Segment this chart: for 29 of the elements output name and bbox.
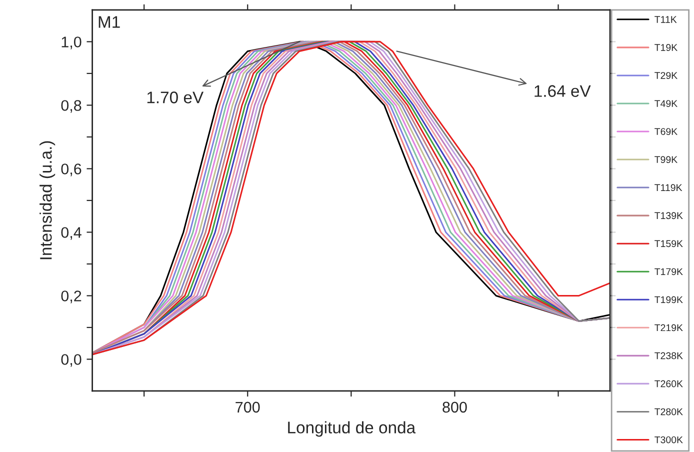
legend-label: T29K xyxy=(654,72,678,79)
y-tick-label: 0,6 xyxy=(61,164,82,176)
legend-label: T69K xyxy=(654,128,678,136)
legend-label: T300K xyxy=(654,436,683,444)
legend-label: T280K xyxy=(654,408,683,416)
y-tick-label: 0,4 xyxy=(61,227,82,240)
legend-label: T238K xyxy=(654,352,683,360)
legend-label: T199K xyxy=(654,296,683,304)
x-tick-label: 700 xyxy=(236,402,260,413)
legend-label: T11K xyxy=(654,16,677,23)
annotation: 1.70 eV xyxy=(147,92,204,104)
legend-label: T139K xyxy=(654,212,683,220)
legend-label: T219K xyxy=(654,324,683,332)
legend-label: T179K xyxy=(654,268,683,276)
y-tick-label: 0,8 xyxy=(61,100,82,113)
legend-label: T19K xyxy=(654,44,678,51)
y-axis-title: Intensidad (u.a.) xyxy=(40,141,56,260)
annotation: 1.64 eV xyxy=(534,85,591,97)
legend-label: T260K xyxy=(654,380,683,388)
x-tick-label: 800 xyxy=(442,402,467,413)
x-axis-title: Longitud de onda xyxy=(288,421,416,437)
annotation: M1 xyxy=(98,16,120,28)
y-tick-label: 0,0 xyxy=(61,354,82,367)
legend-label: T49K xyxy=(654,100,678,107)
y-tick-label: 0,2 xyxy=(61,290,82,304)
legend-label: T159K xyxy=(654,240,683,248)
legend-label: T99K xyxy=(654,156,678,164)
legend-label: T119K xyxy=(654,184,682,192)
y-tick-label: 1,0 xyxy=(62,36,82,50)
